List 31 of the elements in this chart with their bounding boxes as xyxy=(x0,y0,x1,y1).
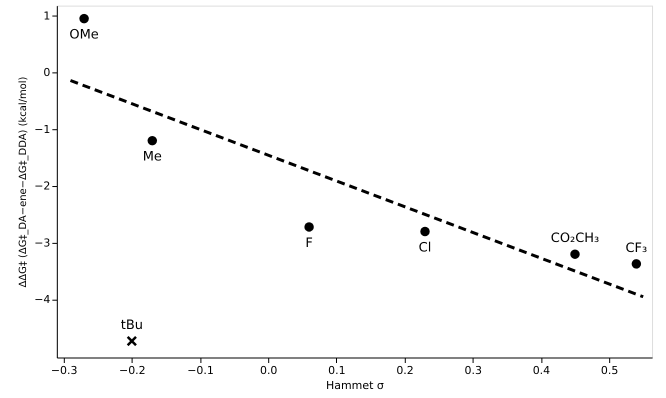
annotation: CF₃ xyxy=(626,240,648,256)
point xyxy=(570,249,580,259)
x-tick-label: 0.3 xyxy=(464,364,482,377)
y-tick-label: 0 xyxy=(43,66,50,80)
y-axis-title: ΔΔG‡ (ΔG‡_DA−ene−ΔG‡_DDA) (kcal/mol) xyxy=(18,76,30,288)
y-tick-label: −2 xyxy=(34,180,50,193)
point xyxy=(632,259,642,269)
annotation: Me xyxy=(142,150,162,165)
annotation: Cl xyxy=(418,240,432,256)
x-tick-label: 0.1 xyxy=(328,364,346,377)
annotation: F xyxy=(305,236,313,251)
x-tick-label: 0.0 xyxy=(260,364,278,377)
y-tick-label: −3 xyxy=(34,236,50,250)
y-tick-label: 1 xyxy=(43,9,50,22)
x-tick-label: −0.1 xyxy=(187,364,214,377)
x-tick-label: −0.3 xyxy=(50,364,78,377)
x-tick-label: 0.4 xyxy=(532,364,550,377)
y-tick-label: −1 xyxy=(34,122,50,136)
x-tick-label: −0.2 xyxy=(119,364,146,377)
y-tick-label: −4 xyxy=(34,293,50,306)
point xyxy=(148,136,158,146)
point xyxy=(126,336,138,346)
point xyxy=(304,222,314,232)
x-axis-title: Hammet σ xyxy=(326,378,384,392)
annotation: OMe xyxy=(69,28,99,43)
point xyxy=(79,14,89,24)
annotation: tBu xyxy=(120,318,143,334)
annotation: CO₂CH₃ xyxy=(550,231,600,246)
point xyxy=(420,226,430,236)
x-tick-label: 0.2 xyxy=(396,364,414,377)
x-tick-label: 0.5 xyxy=(600,364,618,377)
